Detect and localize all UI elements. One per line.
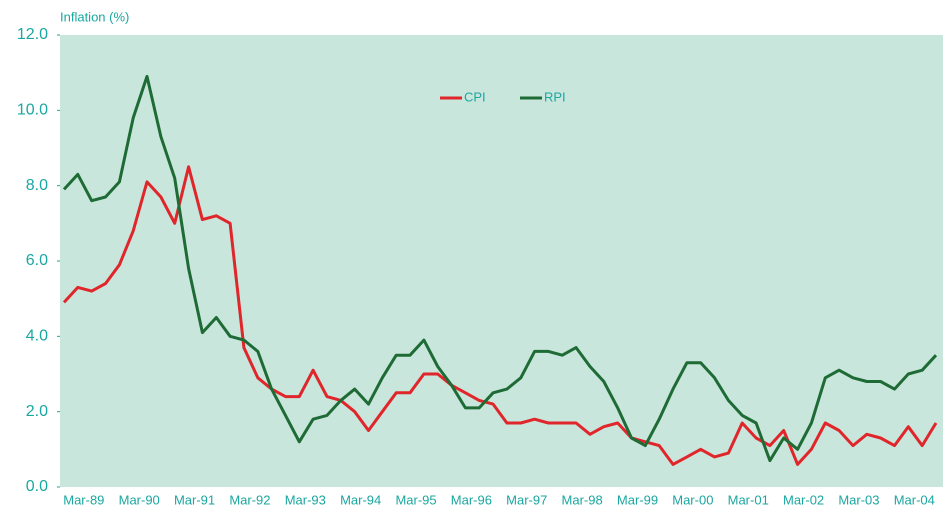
line-cpi [62, 165, 938, 466]
x-tick-label: Mar-99 [617, 492, 658, 507]
x-tick-label: Mar-02 [783, 492, 824, 507]
x-tick-label: Mar-93 [285, 492, 326, 507]
x-tick-label: Mar-92 [229, 492, 270, 507]
x-tick-label: Mar-01 [728, 492, 769, 507]
x-tick-label: Mar-96 [451, 492, 492, 507]
x-tick-label: Mar-97 [506, 492, 547, 507]
plot-area [60, 35, 943, 487]
y-tick-label: 6.0 [26, 252, 48, 269]
chart-title: Inflation (%) [60, 9, 129, 24]
legend-label: CPI [464, 89, 486, 104]
legend-label: RPI [544, 89, 566, 104]
x-tick-label: Mar-03 [838, 492, 879, 507]
line-rpi [62, 74, 938, 463]
y-tick-label: 8.0 [26, 177, 48, 194]
x-tick-label: Mar-04 [894, 492, 935, 507]
x-tick-label: Mar-95 [395, 492, 436, 507]
x-tick-label: Mar-89 [63, 492, 104, 507]
x-tick-label: Mar-94 [340, 492, 381, 507]
x-tick-label: Mar-98 [562, 492, 603, 507]
x-tick-label: Mar-90 [119, 492, 160, 507]
y-tick-label: 0.0 [26, 478, 48, 495]
y-tick-label: 4.0 [26, 328, 48, 345]
y-tick-label: 12.0 [17, 26, 48, 43]
x-tick-label: Mar-00 [672, 492, 713, 507]
y-tick-label: 2.0 [26, 403, 48, 420]
x-tick-label: Mar-91 [174, 492, 215, 507]
y-tick-label: 10.0 [17, 102, 48, 119]
